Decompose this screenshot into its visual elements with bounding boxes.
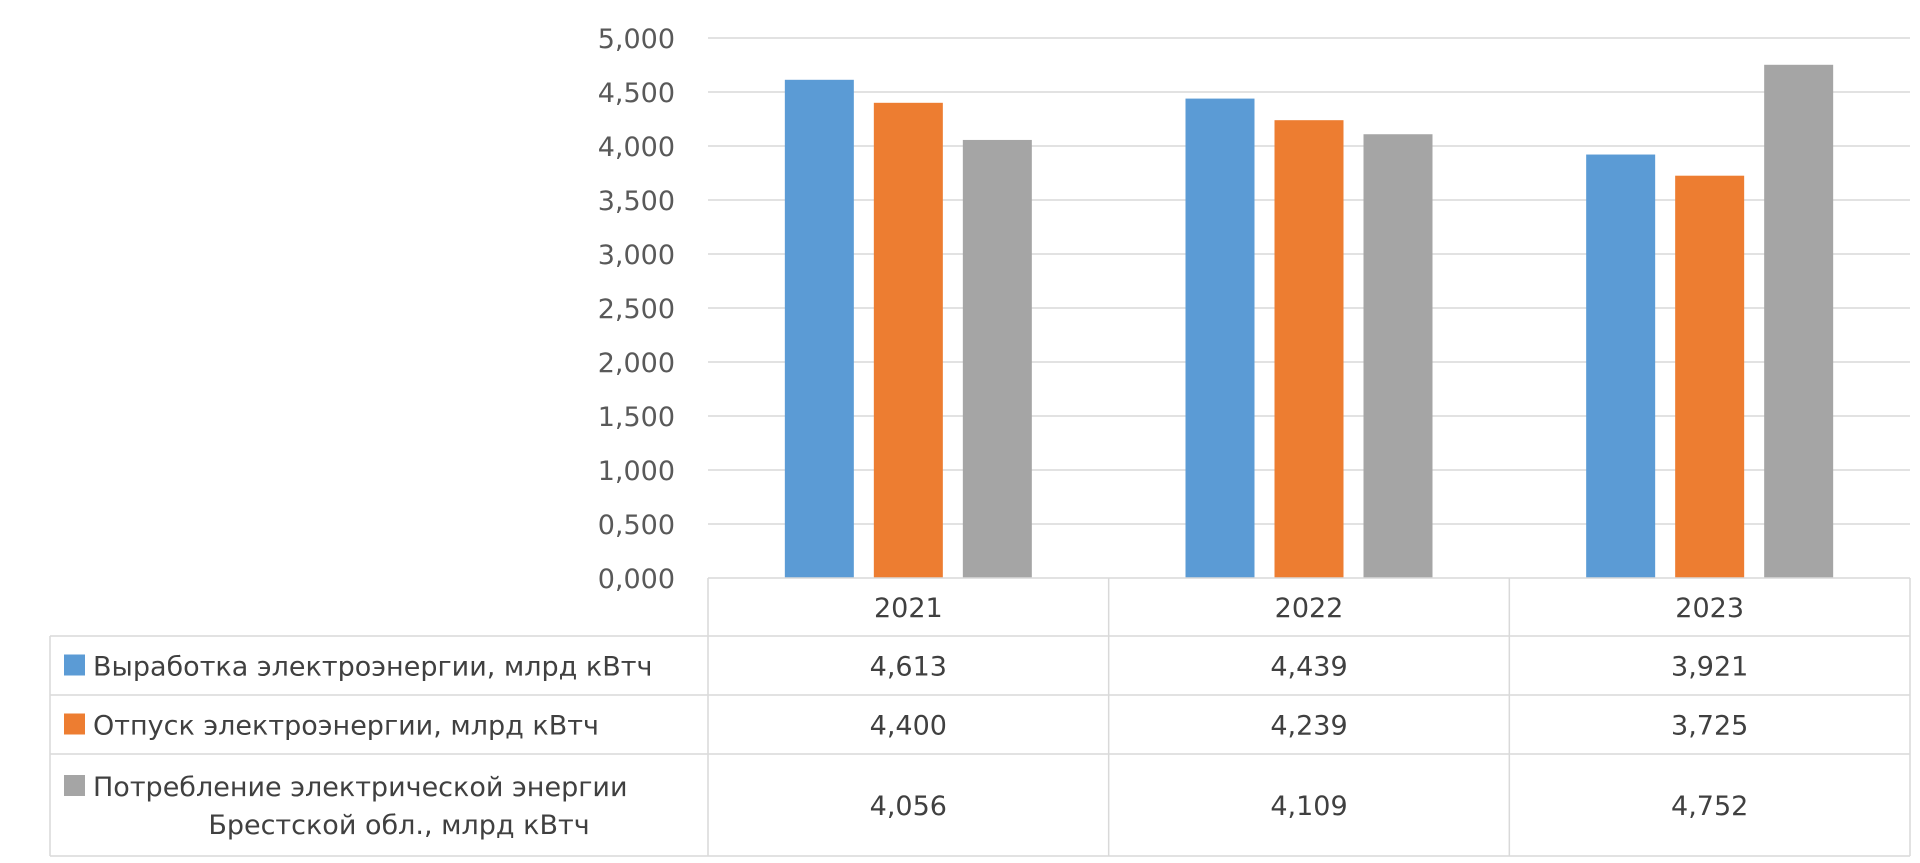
bar-2022 <box>1185 98 1255 578</box>
bar-2021 <box>784 79 854 579</box>
bar-2023 <box>1586 154 1656 579</box>
x-tick-label: 2021 <box>874 593 943 624</box>
bar-2023 <box>1764 64 1834 578</box>
data-value-label: 4,439 <box>1270 652 1347 683</box>
y-tick-label: 2,500 <box>598 294 675 325</box>
y-tick-label: 3,500 <box>598 186 675 217</box>
data-value-label: 4,239 <box>1270 711 1347 742</box>
x-tick-label: 2022 <box>1275 593 1344 624</box>
x-tick-label: 2023 <box>1675 593 1744 624</box>
bars <box>784 64 1834 579</box>
data-value-label: 4,400 <box>870 711 947 742</box>
y-tick-label: 0,500 <box>598 510 675 541</box>
legend-swatch <box>64 654 85 676</box>
data-value-label: 4,109 <box>1270 791 1347 822</box>
bar-2021 <box>962 139 1032 578</box>
y-tick-label: 2,000 <box>598 348 675 379</box>
data-value-label: 4,056 <box>870 791 947 822</box>
data-table: 2021 2022 2023 Выработка электроэнергии, мл… <box>49 577 1911 857</box>
bar-2021 <box>873 102 943 579</box>
bar-2022 <box>1274 120 1344 579</box>
data-value-label: 3,725 <box>1671 711 1748 742</box>
data-value-label: 4,752 <box>1671 791 1748 822</box>
y-tick-label: 1,000 <box>598 456 675 487</box>
bar-2022 <box>1363 134 1433 578</box>
bar-2023 <box>1675 175 1745 578</box>
legend-swatch <box>64 775 85 796</box>
y-tick-label: 4,000 <box>598 132 675 163</box>
legend-swatch <box>64 713 85 735</box>
data-value-label: 4,613 <box>870 652 947 683</box>
y-tick-label: 0,000 <box>598 564 675 595</box>
legend-entry: Выработка электроэнергии, млрд кВтч <box>93 652 652 683</box>
legend-entry: Брестской обл., млрд кВтч <box>208 810 589 841</box>
legend-entry: Потребление электрической энергии <box>93 772 628 803</box>
y-tick-label: 4,500 <box>598 78 675 109</box>
legend-entry: Отпуск электроэнергии, млрд кВтч <box>93 711 599 742</box>
y-tick-label: 3,000 <box>598 240 675 271</box>
data-value-label: 3,921 <box>1671 652 1748 683</box>
y-tick-label: 5,000 <box>598 24 675 55</box>
y-axis-tick-labels: 0,000 0,500 1,000 1,500 2,000 2,500 3,000 3,500… <box>598 24 675 595</box>
y-tick-label: 1,500 <box>598 402 675 433</box>
